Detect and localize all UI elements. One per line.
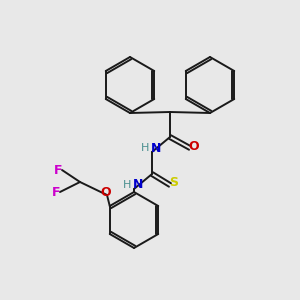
Text: H: H <box>123 180 131 190</box>
Text: N: N <box>151 142 161 154</box>
Text: O: O <box>189 140 199 152</box>
Text: O: O <box>101 185 111 199</box>
Text: H: H <box>141 143 149 153</box>
Text: N: N <box>133 178 143 191</box>
Text: F: F <box>52 185 60 199</box>
Text: S: S <box>169 176 178 190</box>
Text: F: F <box>54 164 62 176</box>
